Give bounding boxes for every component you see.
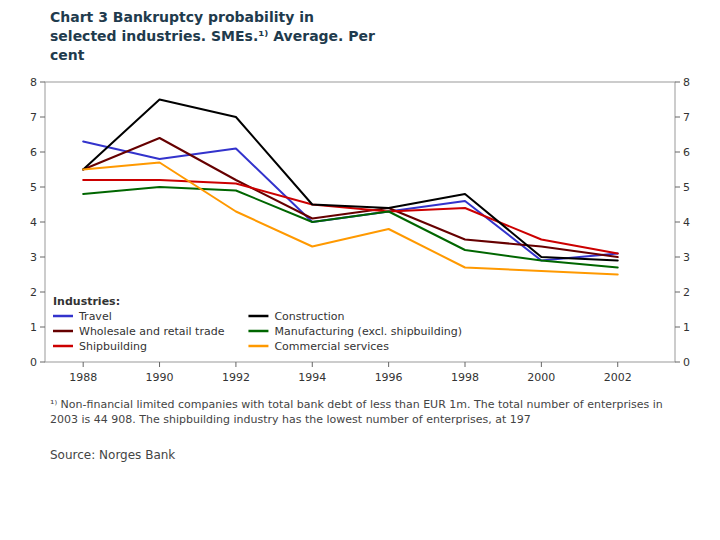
- legend-item: Commercial services: [248, 340, 389, 353]
- legend-swatch: [53, 330, 73, 333]
- y-tick-label: 0: [30, 356, 37, 369]
- x-tick: [83, 362, 84, 367]
- legend-swatch: [53, 345, 73, 348]
- y2-tick: [675, 117, 680, 118]
- legend-label: Travel: [78, 310, 112, 323]
- y2-tick: [675, 362, 680, 363]
- legend-swatch: [248, 315, 268, 318]
- y-tick: [40, 187, 45, 188]
- legend-label: Manufacturing (excl. shipbuilding): [274, 325, 462, 338]
- y-tick: [40, 222, 45, 223]
- x-tick-label: 1998: [451, 371, 479, 384]
- legend-item: Construction: [248, 310, 344, 323]
- y2-tick: [675, 222, 680, 223]
- legend-label: Construction: [274, 310, 344, 323]
- series-line: [83, 187, 618, 268]
- legend-label: Wholesale and retail trade: [79, 325, 225, 338]
- y2-tick-label: 6: [683, 146, 690, 159]
- y2-tick: [675, 292, 680, 293]
- x-tick: [235, 362, 236, 367]
- y2-tick-label: 1: [683, 321, 690, 334]
- x-tick-label: 1992: [222, 371, 250, 384]
- y-tick-label: 1: [30, 321, 37, 334]
- y-tick-label: 7: [30, 111, 37, 124]
- x-tick-label: 1988: [69, 371, 97, 384]
- x-tick-label: 2000: [527, 371, 555, 384]
- y-tick: [40, 292, 45, 293]
- legend-item: Manufacturing (excl. shipbuilding): [248, 325, 462, 338]
- plot-frame: [45, 82, 675, 362]
- series-line: [83, 138, 618, 257]
- x-tick-label: 2002: [604, 371, 632, 384]
- legend-swatch: [248, 345, 268, 348]
- legend-item: Wholesale and retail trade: [53, 325, 225, 338]
- series-line: [83, 100, 618, 261]
- legend: Industries: Travel Wholesale and retail tr…: [53, 295, 462, 353]
- x-tick-label: 1990: [146, 371, 174, 384]
- x-tick: [312, 362, 313, 367]
- y2-tick: [675, 327, 680, 328]
- x-tick: [388, 362, 389, 367]
- title: Chart 3 Bankruptcy probability in select…: [50, 8, 670, 65]
- legend-label: Commercial services: [274, 340, 389, 353]
- legend-swatch: [53, 315, 73, 318]
- x-tick-label: 1996: [375, 371, 403, 384]
- y-tick-label: 8: [30, 76, 37, 89]
- y-tick: [40, 117, 45, 118]
- x-tick: [159, 362, 160, 367]
- plot-lines: [83, 100, 618, 275]
- y-tick-label: 3: [30, 251, 37, 264]
- x-tick: [617, 362, 618, 367]
- y2-tick-label: 8: [683, 76, 690, 89]
- y-tick: [40, 257, 45, 258]
- y-tick-label: 6: [30, 146, 37, 159]
- y-tick: [40, 362, 45, 363]
- y2-tick-label: 4: [683, 216, 690, 229]
- y2-tick: [675, 82, 680, 83]
- y2-tick-label: 3: [683, 251, 690, 264]
- legend-item: Shipbuilding: [53, 340, 147, 353]
- legend-swatch: [248, 330, 268, 333]
- x-tick-label: 1994: [298, 371, 326, 384]
- x-tick: [465, 362, 466, 367]
- y-tick: [40, 82, 45, 83]
- y-tick-label: 5: [30, 181, 37, 194]
- y2-tick: [675, 187, 680, 188]
- y2-tick-label: 2: [683, 286, 690, 299]
- y-tick-label: 4: [30, 216, 37, 229]
- y2-tick-label: 0: [683, 356, 690, 369]
- y2-tick-label: 7: [683, 111, 690, 124]
- y-tick: [40, 327, 45, 328]
- y2-tick: [675, 257, 680, 258]
- legend-item: Travel: [53, 310, 112, 323]
- y-tick: [40, 152, 45, 153]
- y-tick-label: 2: [30, 286, 37, 299]
- series-line: [83, 142, 618, 261]
- legend-title: Industries:: [53, 295, 120, 308]
- x-tick: [541, 362, 542, 367]
- footnote: ¹⁾ Non-financial limited companies with …: [50, 398, 670, 428]
- y2-tick: [675, 152, 680, 153]
- source: Source: Norges Bank: [50, 448, 670, 462]
- legend-label: Shipbuilding: [79, 340, 147, 353]
- series-line: [83, 163, 618, 275]
- chart: 1988 1990 1992 1994 1996 1998 2000 2002 0 1 2 3 4 5 6 7…: [0, 72, 720, 392]
- y2-tick-label: 5: [683, 181, 690, 194]
